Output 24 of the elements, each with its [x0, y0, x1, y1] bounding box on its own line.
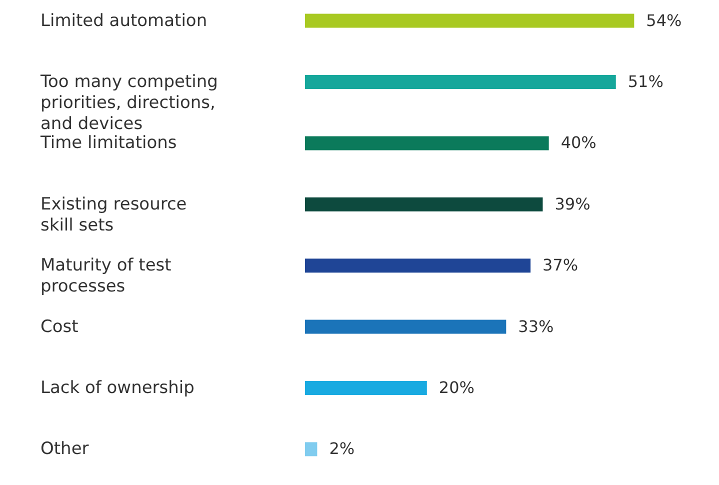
bar [305, 136, 549, 150]
data-label: 33% [518, 316, 554, 336]
bar [305, 75, 616, 90]
data-label: 37% [542, 256, 578, 275]
y-tick-label: Too many competing priorities, directions, and devices [40, 72, 218, 134]
y-tick-label: Other [40, 439, 89, 460]
y-tick-label: Existing resource skill sets [40, 194, 187, 236]
y-tick-label: Limited automation [40, 10, 208, 31]
y-tick-label: Time limitations [40, 133, 177, 154]
bar [305, 442, 318, 456]
data-label: 40% [560, 133, 596, 152]
data-label: 39% [554, 194, 590, 214]
y-tick-label: Lack of ownership [40, 378, 194, 398]
bar [305, 258, 531, 273]
bar [305, 380, 427, 395]
data-label: 20% [438, 378, 474, 397]
bar [305, 320, 506, 334]
data-label: 54% [646, 10, 682, 30]
y-tick-label: Cost [40, 316, 79, 337]
bar [305, 197, 543, 212]
y-tick-label: Maturity of test processes [40, 256, 172, 297]
bar [305, 14, 634, 28]
data-label: 2% [329, 439, 355, 458]
data-label: 51% [628, 72, 664, 92]
